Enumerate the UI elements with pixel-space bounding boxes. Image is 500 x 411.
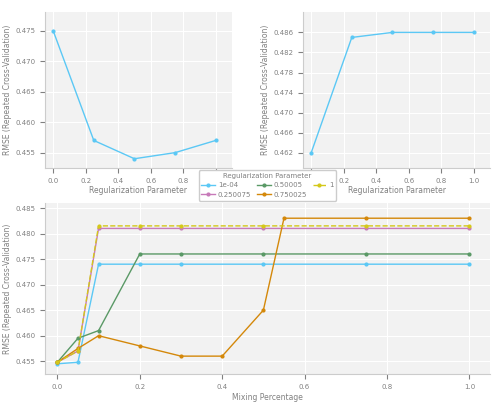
X-axis label: Mixing Percentage: Mixing Percentage	[232, 393, 303, 402]
Y-axis label: RMSE (Repeated Cross-Validation): RMSE (Repeated Cross-Validation)	[262, 25, 270, 155]
Y-axis label: RMSE (Repeated Cross-Validation): RMSE (Repeated Cross-Validation)	[4, 25, 13, 155]
Y-axis label: RMSE (Repeated Cross-Validation): RMSE (Repeated Cross-Validation)	[4, 223, 13, 353]
X-axis label: Regularization Parameter: Regularization Parameter	[90, 187, 188, 195]
X-axis label: Regularization Parameter: Regularization Parameter	[348, 187, 446, 195]
Legend: 1e-04, 0.250075, 0.50005, 0.750025, 1: 1e-04, 0.250075, 0.50005, 0.750025, 1	[198, 170, 336, 201]
